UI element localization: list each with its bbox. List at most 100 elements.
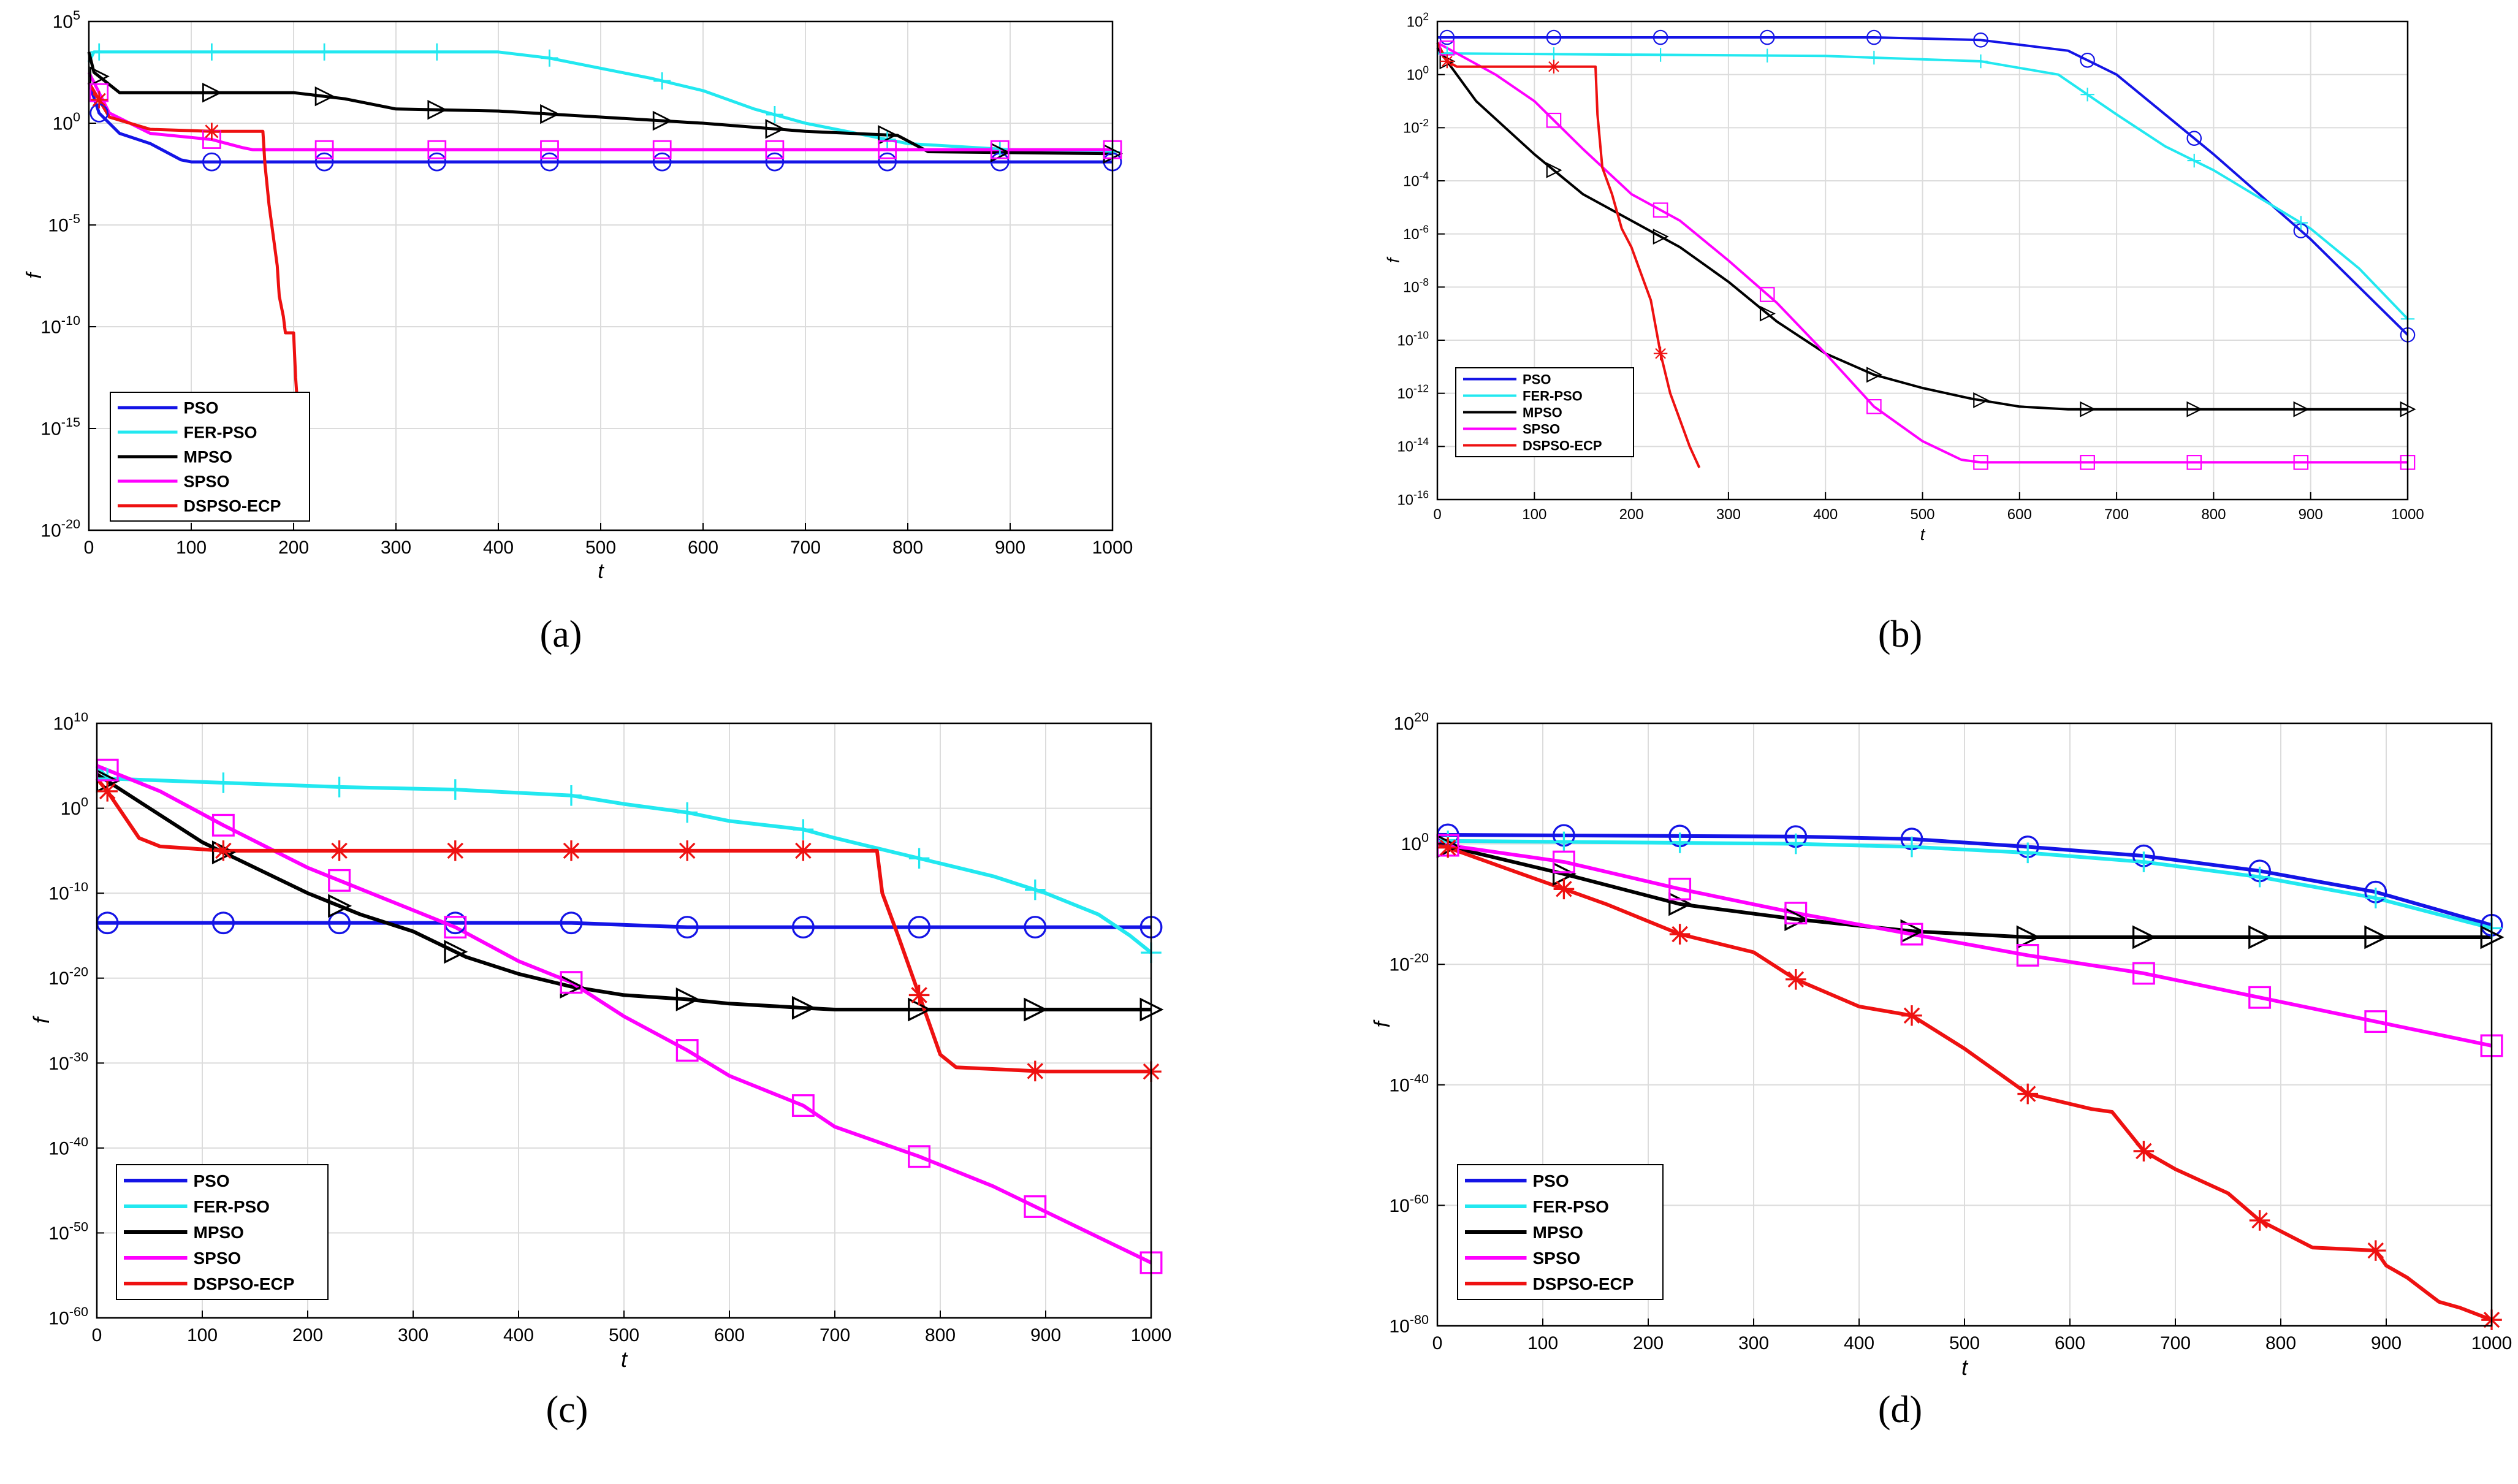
x-tick-label: 1000	[2391, 506, 2424, 523]
series-line-fer-pso	[1437, 52, 2409, 320]
y-tick-label: 10-10	[1397, 329, 1429, 349]
data-point-pso	[1653, 29, 1668, 45]
series-line-dspso-ecp	[87, 82, 306, 429]
x-tick-label: 400	[1844, 1333, 1874, 1353]
data-point-dspso-ecp	[2365, 1240, 2386, 1261]
x-tick-label: 100	[187, 1325, 218, 1345]
x-tick-label: 100	[176, 538, 207, 558]
data-point-fer-pso	[1653, 48, 1668, 62]
y-tick-label: 1020	[1394, 709, 1429, 734]
chart-panel-d: 0 100 200 300 400 500 600 700 800 900 1000 1020 100 1…	[1369, 709, 2512, 1380]
x-tick-label: 200	[1619, 506, 1644, 523]
data-point-pso	[908, 916, 931, 939]
x-tick-label: 0	[1433, 506, 1441, 523]
y-tick-label: 10-14	[1397, 435, 1429, 455]
data-point-dspso-ecp	[1437, 837, 1458, 858]
data-point-dspso-ecp	[1025, 1060, 1046, 1082]
data-point-spso	[1546, 112, 1562, 128]
data-point-fer-pso	[561, 785, 582, 806]
series-line-fer-pso	[87, 50, 1113, 153]
data-point-mpso	[2364, 925, 2389, 949]
data-point-dspso-ecp	[2017, 1083, 2038, 1105]
data-point-dspso-ecp	[2249, 1210, 2270, 1231]
caption-d: (d)	[1877, 1389, 1923, 1431]
data-point-spso	[328, 869, 351, 892]
data-point-spso	[1759, 287, 1775, 302]
data-point-pso	[1973, 32, 1988, 48]
y-tick-label: 10-60	[48, 1304, 88, 1329]
data-point-pso	[202, 152, 221, 172]
x-tick-label: 200	[1633, 1333, 1664, 1353]
data-point-fer-pso	[1901, 836, 1922, 858]
x-tick-label: 700	[790, 538, 821, 558]
x-tick-label: 800	[2265, 1333, 2296, 1353]
legend-label: MPSO	[1533, 1223, 1583, 1242]
legend-label: FER-PSO	[1533, 1197, 1609, 1216]
caption-b: (b)	[1877, 614, 1923, 655]
x-tick-label: 800	[925, 1325, 956, 1345]
x-tick-label: 700	[2104, 506, 2129, 523]
x-tick-label: 900	[2299, 506, 2323, 523]
legend-label: DSPSO-ECP	[1533, 1274, 1634, 1293]
data-point-mpso	[1653, 229, 1669, 245]
y-axis-label: f	[1384, 256, 1403, 263]
data-point-mpso	[202, 82, 223, 103]
y-tick-label: 100	[61, 794, 88, 820]
chart-panel-a: 0 100 200 300 400 500 600 700 800 900 1000 105 100 10…	[23, 7, 1133, 583]
y-tick-label: 10-40	[1389, 1071, 1429, 1096]
data-point-fer-pso	[203, 43, 221, 61]
data-point-fer-pso	[2080, 87, 2094, 102]
x-tick-label: 600	[714, 1325, 745, 1345]
x-tick-label: 700	[820, 1325, 850, 1345]
data-point-spso	[2248, 986, 2272, 1009]
y-tick-label: 10-20	[48, 964, 88, 989]
x-tick-label: 600	[2055, 1333, 2085, 1353]
x-tick-label: 500	[1910, 506, 1934, 523]
legend-label: MPSO	[184, 448, 233, 466]
y-tick-label: 1010	[53, 709, 88, 734]
data-point-fer-pso	[1025, 879, 1046, 900]
x-tick-label: 500	[585, 538, 616, 558]
series-line-dspso-ecp	[95, 777, 1151, 1074]
legend-label: DSPSO-ECP	[1523, 438, 1602, 453]
data-point-dspso-ecp	[1786, 968, 1806, 990]
data-point-pso	[1866, 29, 1882, 45]
data-point-spso	[1552, 850, 1575, 873]
x-axis-label: t	[1920, 525, 1926, 544]
data-point-mpso	[2132, 925, 2156, 949]
data-point-spso	[314, 140, 334, 159]
x-tick-label: 300	[1716, 506, 1741, 523]
data-point-dspso-ecp	[1901, 1005, 1922, 1026]
data-point-mpso	[444, 940, 468, 964]
data-point-fer-pso	[1553, 831, 1575, 853]
y-tick-label: 10-10	[40, 313, 80, 338]
data-point-dspso-ecp	[561, 840, 582, 861]
data-point-pso	[314, 152, 334, 172]
x-tick-label: 900	[2371, 1333, 2402, 1353]
data-point-pso	[427, 152, 447, 172]
legend-label: SPSO	[184, 473, 230, 491]
legend-label: PSO	[184, 399, 219, 417]
x-tick-label: 200	[278, 538, 309, 558]
data-point-mpso	[2016, 925, 2041, 949]
y-tick-label: 10-2	[1403, 116, 1429, 137]
y-axis-label: f	[1369, 1019, 1394, 1028]
data-point-fer-pso	[908, 848, 930, 869]
data-point-dspso-ecp	[213, 840, 234, 861]
data-point-fer-pso	[2294, 216, 2308, 230]
series-line-dspso-ecp	[1436, 42, 1701, 468]
legend-label: MPSO	[1523, 405, 1562, 420]
series-line-spso	[96, 764, 1152, 1265]
data-point-pso	[1439, 29, 1455, 45]
y-tick-label: 10-4	[1403, 170, 1429, 190]
data-point-fer-pso	[1760, 48, 1774, 63]
x-tick-label: 1000	[1131, 1325, 1172, 1345]
legend-label: SPSO	[194, 1249, 242, 1268]
x-tick-label: 800	[2201, 506, 2226, 523]
legend-label: FER-PSO	[1523, 388, 1583, 403]
series-line-pso	[97, 921, 1151, 929]
legend-label: PSO	[1533, 1171, 1569, 1190]
data-point-dspso-ecp	[1553, 878, 1575, 900]
data-point-fer-pso	[1867, 50, 1881, 65]
